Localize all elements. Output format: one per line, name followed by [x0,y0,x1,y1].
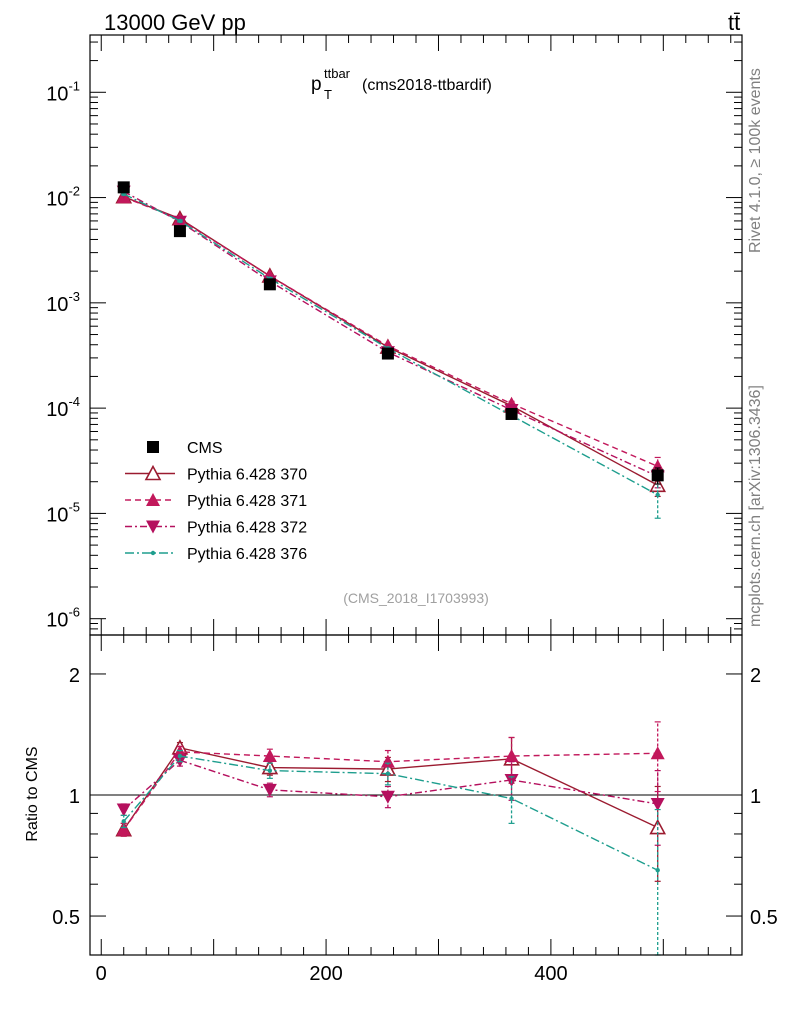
series-p376 [120,749,661,956]
data-point-p376 [509,796,514,801]
main-series-layer [115,181,667,519]
ratio-series-layer [115,721,667,956]
process-label: tt̄ [728,10,740,35]
main-ytick-labels: 10-6 10-5 10-4 10-3 10-2 10-1 [46,78,80,631]
main-ytick-label: 10-4 [46,394,80,421]
ratio-panel: 0.5 0.5 1 1 2 2 0 200 400 [52,634,778,985]
main-title: p ttbar T (cms2018-ttbardif) [311,66,492,102]
ratio-frame [89,634,743,956]
main-frame [89,34,743,636]
legend-item-cms: CMS [147,440,223,457]
data-point-cms [173,225,186,238]
title-rest: (cms2018-ttbardif) [362,77,492,94]
data-point-p376 [655,492,660,498]
series-line-p372 [123,190,658,477]
data-point-p371 [262,749,277,763]
data-point-cms [117,181,130,194]
rivet-label: Rivet 4.1.0, ≥ 100k events [747,68,764,253]
xtick-label: 400 [534,963,567,985]
xtick-label: 0 [96,963,107,985]
main-ytick-label: 10-1 [46,78,80,105]
data-point-cms [263,278,276,291]
legend-marker [146,520,160,534]
data-point-p376 [385,771,391,776]
data-point-cms [381,347,394,360]
ratio-ytick-labels: 0.5 0.5 1 1 2 2 [52,665,778,929]
series-p372 [116,754,665,846]
legend-item-p376: Pythia 6.428 376 [125,546,307,563]
data-point-p371 [504,749,519,763]
legend-label: Pythia 6.428 371 [187,493,307,510]
data-point-p371 [650,459,665,473]
ratio-ytick-label: 1 [69,786,80,808]
legend-label: Pythia 6.428 372 [187,520,307,537]
data-point-p371 [380,754,395,768]
data-point-p371 [650,746,665,760]
main-ytick-label: 10-3 [46,289,80,316]
main-panel: 10-6 10-5 10-4 10-3 10-2 10-1 CMS Pythia 6.428… [46,34,743,636]
ratio-axis-ticks [90,635,742,956]
legend-marker [150,550,156,556]
main-ytick-label: 10-5 [46,499,80,526]
main-ytick-label: 10-6 [46,605,80,632]
data-point-cms [651,469,664,482]
ratio-xtick-labels: 0 200 400 [96,963,568,985]
mcplots-label: mcplots.cern.ch [arXiv:1306.3436] [747,385,764,627]
ratio-ytick-label: 0.5 [52,907,80,929]
series-line-p370 [123,747,658,831]
data-point-p376 [121,819,126,824]
title-subscript: T [324,87,332,102]
legend-label: CMS [187,440,223,457]
series-cms [117,181,664,485]
series-p371 [116,190,665,478]
data-point-p376 [177,218,183,224]
series-line-p372 [123,759,658,811]
xtick-label: 200 [309,963,342,985]
ratio-ytick-label-right: 2 [750,665,761,687]
beam-label: 13000 GeV pp [104,10,246,35]
series-line-p376 [123,755,658,871]
legend-marker [147,441,159,453]
series-line-p371 [123,751,658,831]
ratio-ytick-label-right: 1 [750,786,761,808]
legend-marker [144,464,162,481]
title-main: p [311,74,322,95]
legend-marker [146,493,160,506]
ratio-ytick-label: 2 [69,665,80,687]
legend: CMS Pythia 6.428 370 Pythia 6.428 371 Pythi… [125,440,307,563]
data-point-p372 [380,790,395,804]
analysis-watermark: (CMS_2018_I1703993) [343,590,489,606]
series-line-p376 [123,193,659,496]
series-p371 [116,721,665,837]
main-ytick-label: 10-2 [46,184,80,211]
legend-label: Pythia 6.428 370 [187,467,307,484]
main-axis-ticks [90,35,742,636]
ratio-ylabel: Ratio to CMS [24,746,41,841]
legend-item-p371: Pythia 6.428 371 [125,493,307,510]
data-point-p372 [262,783,277,797]
data-point-p372 [650,797,665,811]
data-point-p371 [116,822,131,836]
data-point-p376 [655,868,660,873]
data-point-p372 [116,803,131,817]
title-superscript: ttbar [324,66,351,81]
data-point-p376 [267,768,273,773]
ratio-ytick-label-right: 0.5 [750,907,778,929]
data-point-cms [505,407,518,420]
legend-label: Pythia 6.428 376 [187,546,307,563]
legend-item-p372: Pythia 6.428 372 [125,520,307,537]
legend-item-p370: Pythia 6.428 370 [125,464,307,484]
data-point-p376 [177,753,183,759]
